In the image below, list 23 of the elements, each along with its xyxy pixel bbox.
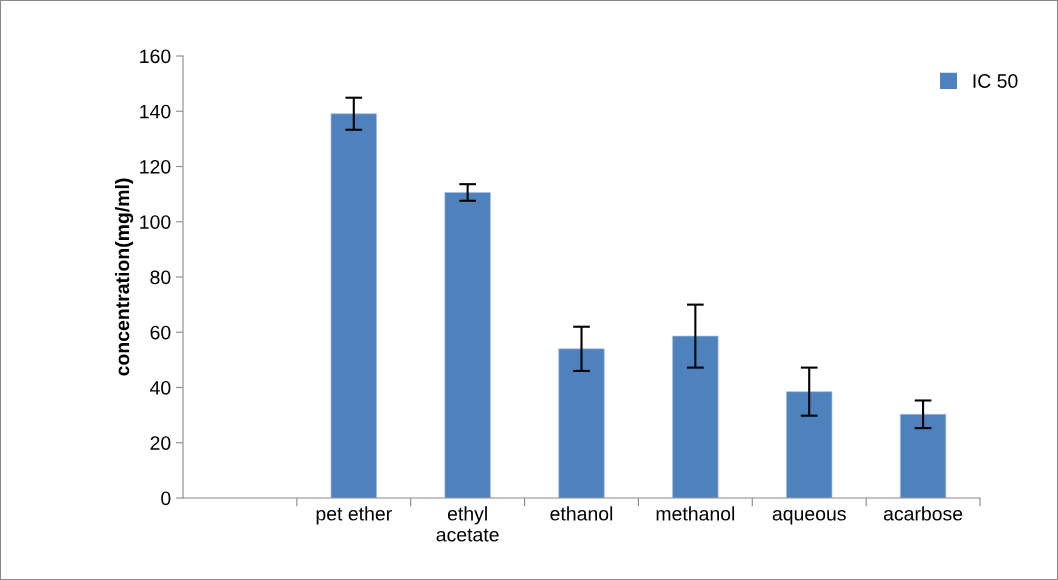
x-tick-label: ethyl acetate <box>436 506 499 542</box>
bar <box>786 391 833 498</box>
y-tick-label: 100 <box>140 215 171 229</box>
y-axis-title: concentration(mg/ml) <box>114 178 134 376</box>
y-tick-label: 60 <box>150 325 171 340</box>
y-tick-label: 0 <box>161 491 171 506</box>
y-tick-label: 20 <box>150 436 171 450</box>
y-tick-label: 40 <box>150 380 171 395</box>
x-tick-label: acarbose <box>883 506 963 521</box>
y-tick-label: 140 <box>140 104 171 119</box>
bar <box>330 113 377 498</box>
y-tick-label: 160 <box>140 49 171 64</box>
bar <box>899 413 947 498</box>
bar <box>672 335 719 498</box>
x-tick-label: ethanol <box>550 506 613 521</box>
x-tick-label: pet ether <box>316 506 392 525</box>
y-tick-label: 120 <box>140 159 171 174</box>
x-tick-label: methanol <box>656 506 735 521</box>
legend-label: IC 50 <box>973 74 1018 88</box>
bar <box>558 348 605 498</box>
x-tick-label: aqueous <box>772 509 846 525</box>
bar <box>444 192 491 498</box>
y-tick-label: 80 <box>150 270 171 285</box>
